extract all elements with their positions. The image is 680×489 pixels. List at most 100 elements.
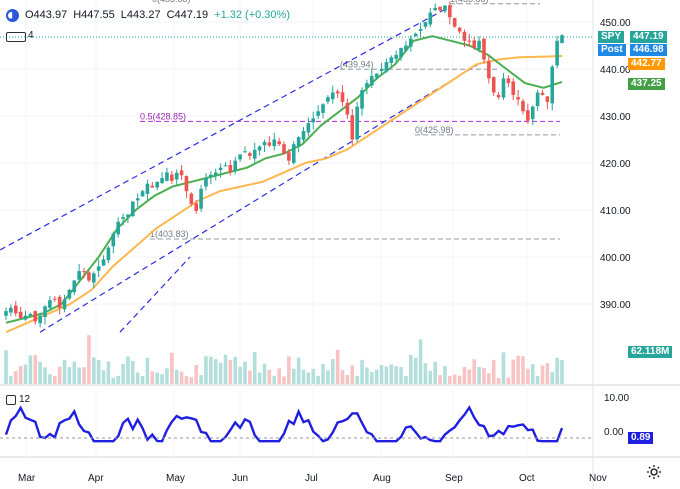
candle-body	[9, 307, 13, 313]
volume-bar	[72, 361, 77, 384]
volume-bar	[462, 366, 467, 384]
time-tick-label: Apr	[88, 473, 104, 484]
volume-bar	[448, 375, 452, 384]
volume-bar	[345, 375, 350, 384]
candle-body	[355, 106, 359, 140]
candle-body	[57, 296, 62, 308]
settings-gear-icon[interactable]	[646, 464, 662, 480]
rsi-legend[interactable]: 12	[6, 394, 30, 405]
candle-body	[345, 102, 350, 115]
main-pane[interactable]	[0, 0, 593, 384]
ohlc-legend[interactable]: O443.97 H447.55 L443.27 C447.19 +1.32 (+…	[6, 7, 290, 23]
volume-bar	[199, 375, 203, 384]
candle-body	[213, 172, 218, 176]
candle-body	[174, 172, 179, 180]
volume-bar	[301, 369, 306, 384]
candle-body	[277, 141, 281, 145]
price-tick-label: 430.00	[600, 112, 631, 123]
candle-body	[287, 152, 291, 161]
candle-body	[311, 118, 316, 123]
candle-body	[28, 313, 33, 316]
volume-bar	[409, 354, 413, 384]
volume-bar	[443, 366, 447, 384]
price-tick-label: 450.00	[600, 18, 631, 29]
candle-body	[96, 266, 101, 271]
symbol-tag: SPY	[598, 31, 625, 43]
ma-fast-tag: 437.25	[628, 78, 665, 90]
volume-bar	[170, 352, 174, 384]
volume-bar	[82, 367, 86, 384]
candle-body	[18, 311, 23, 319]
volume-bar	[438, 375, 442, 384]
candle-body	[409, 38, 413, 47]
candle-body	[452, 18, 457, 27]
candle-body	[457, 27, 462, 32]
candle-body	[360, 90, 364, 109]
candle-body	[48, 300, 52, 308]
candle-body	[526, 110, 530, 121]
candle-body	[4, 311, 8, 316]
post-price-tag: 446.98	[630, 44, 667, 56]
volume-bar	[23, 364, 28, 384]
channel-line-lower	[39, 63, 479, 333]
volume-bar	[262, 363, 267, 384]
candle-body	[111, 233, 116, 247]
volume-bar	[487, 373, 491, 384]
volume-bar	[365, 367, 369, 384]
volume-bar	[189, 377, 194, 384]
volume-bar	[521, 356, 525, 384]
volume-bar	[316, 375, 320, 384]
fibonacci-levels[interactable]: 1(453.88) 0.5(428.85) 0(425.98) 1(403.83) (4…	[140, 0, 560, 240]
candle-body	[52, 298, 57, 300]
volume-bar	[140, 376, 145, 384]
candle-body	[496, 94, 501, 98]
volume-bar	[340, 369, 345, 384]
fib-label: 1(403.83)	[150, 229, 189, 239]
volume-bar	[106, 361, 111, 384]
candle-body	[160, 178, 164, 183]
candle-body	[228, 165, 233, 173]
candle-body	[291, 144, 296, 163]
candle-body	[194, 203, 199, 211]
candle-body	[369, 76, 374, 86]
rsi-period: 12	[19, 394, 31, 405]
volume-bar	[535, 375, 540, 384]
indicator-count[interactable]: 4	[28, 30, 34, 41]
volume-bar	[145, 357, 150, 384]
candle-body	[433, 7, 437, 11]
candle-body	[521, 101, 525, 112]
volume-bar	[48, 374, 52, 384]
price-tick-label: 390.00	[600, 300, 631, 311]
candle-body	[204, 178, 208, 187]
volume-bar	[369, 372, 374, 384]
rsi-tick-label: 0.00	[604, 427, 624, 438]
trend-channel[interactable]	[0, 5, 479, 333]
indicators-toggle-icon[interactable]	[6, 32, 26, 42]
candle-body	[379, 69, 384, 72]
candle-body	[131, 201, 135, 217]
volume-bar	[9, 376, 13, 384]
candle-body	[262, 141, 267, 146]
volume-bar	[233, 356, 238, 384]
close-value: C447.19	[166, 9, 209, 21]
symbol-logo-icon	[6, 8, 19, 22]
volume-bar	[394, 366, 398, 384]
rsi-line	[4, 405, 564, 443]
candle-body	[257, 146, 262, 151]
candle-body	[38, 315, 42, 324]
volume-bar	[4, 350, 8, 384]
candle-body	[199, 188, 203, 209]
rsi-pane[interactable]	[0, 386, 593, 456]
candle-body	[438, 6, 442, 11]
volume-bar	[13, 371, 18, 384]
volume-bar	[155, 372, 159, 384]
candle-body	[413, 33, 418, 37]
volume-bar	[496, 377, 501, 384]
candle-body	[116, 221, 120, 235]
price-tick-label: 440.00	[600, 65, 631, 76]
rsi-toggle-icon[interactable]	[6, 394, 16, 405]
candle-body	[209, 174, 213, 178]
candle-body	[82, 271, 86, 273]
volume-bar	[213, 359, 218, 384]
